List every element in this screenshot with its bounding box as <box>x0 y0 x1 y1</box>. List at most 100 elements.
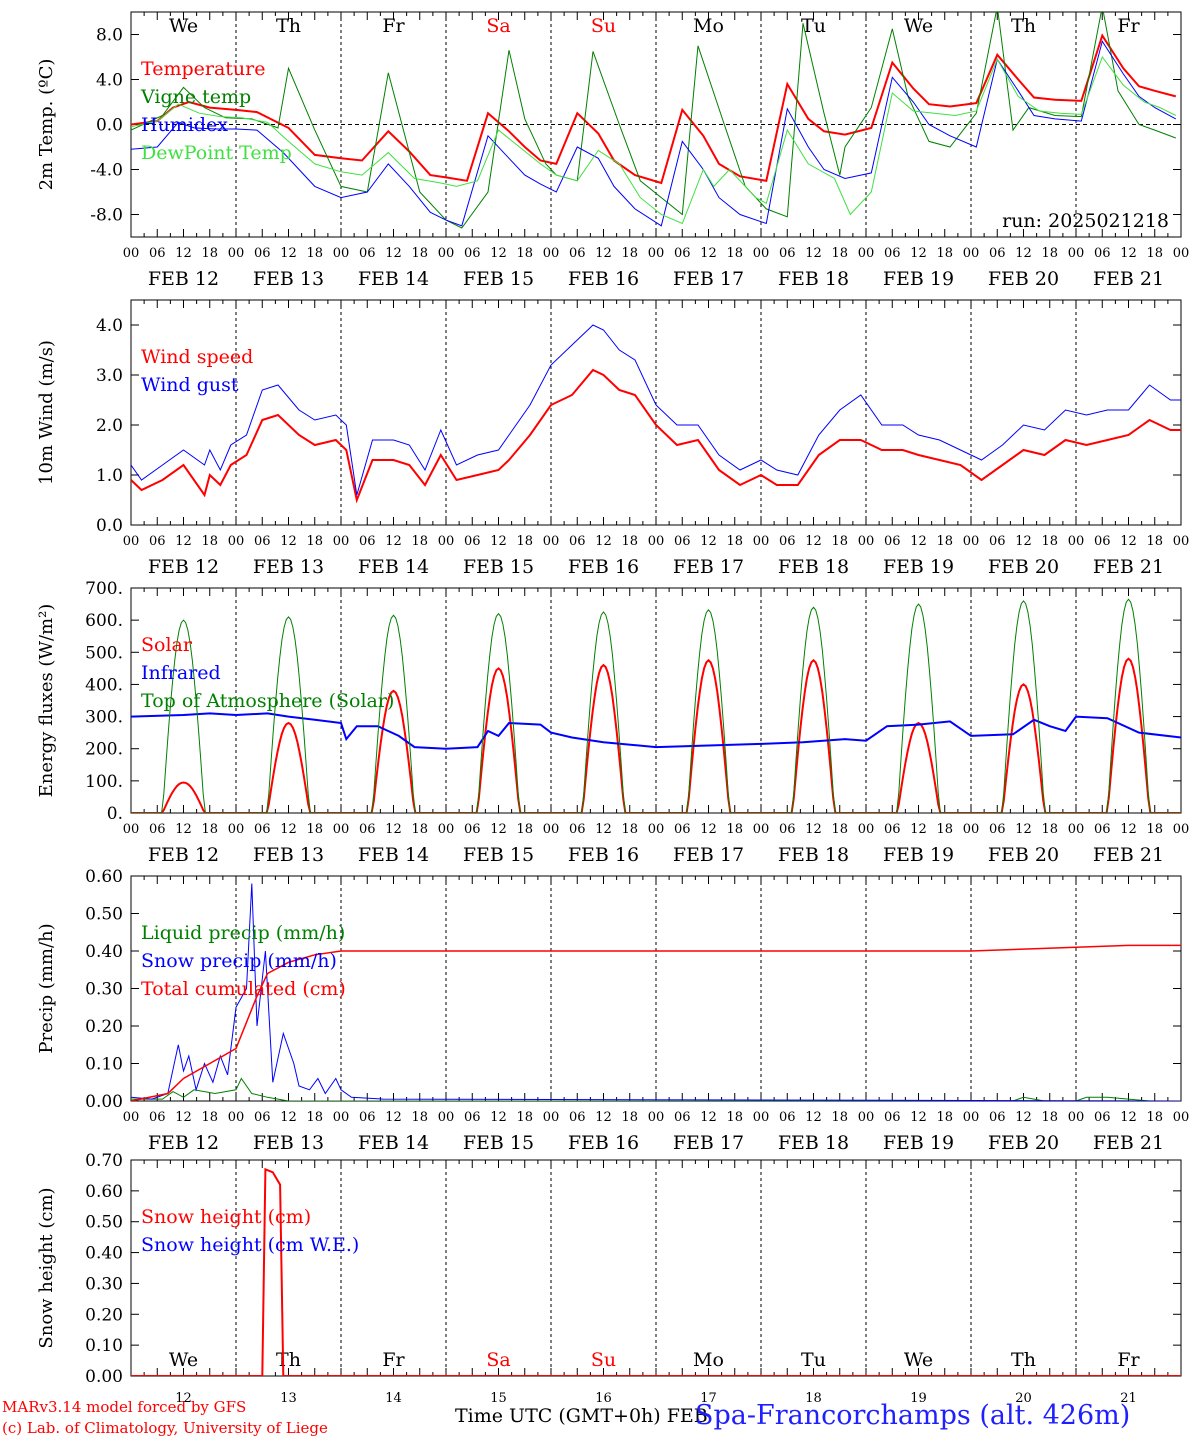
weekday-label: Mo <box>693 1349 724 1371</box>
hour-tick-label: 06 <box>149 246 166 261</box>
date-label: FEB 13 <box>253 844 324 866</box>
series-line <box>131 883 1181 1101</box>
hour-tick-label: 00 <box>333 534 350 549</box>
hour-tick-label: 00 <box>648 246 665 261</box>
date-label: FEB 16 <box>568 1132 639 1154</box>
date-label: FEB 14 <box>358 268 429 290</box>
hour-tick-label: 06 <box>779 822 796 837</box>
date-label: FEB 14 <box>358 844 429 866</box>
hour-tick-label: 06 <box>779 1110 796 1125</box>
hour-tick-label: 00 <box>1173 534 1190 549</box>
date-label: FEB 13 <box>253 556 324 578</box>
hour-tick-label: 12 <box>595 1110 612 1125</box>
weekday-label: Th <box>1011 1349 1036 1371</box>
date-label: FEB 19 <box>883 1132 954 1154</box>
hour-tick-label: 18 <box>1041 246 1058 261</box>
date-label: FEB 13 <box>253 1132 324 1154</box>
weekday-label: We <box>169 15 198 37</box>
date-label: FEB 19 <box>883 268 954 290</box>
hour-tick-label: 12 <box>1120 1110 1137 1125</box>
legend-entry: Snow height (cm W.E.) <box>141 1234 359 1256</box>
y-tick-label: 600. <box>85 611 123 631</box>
date-label: FEB 21 <box>1093 556 1164 578</box>
panel-5: 0.00 0.10 0.20 0.30 0.40 0.50 0.60 0.70 We Th Fr Sa… <box>36 1151 1182 1406</box>
date-label: FEB 12 <box>148 1132 219 1154</box>
date-label: FEB 15 <box>463 844 534 866</box>
hour-tick-label: 00 <box>333 822 350 837</box>
hour-tick-label: 06 <box>569 246 586 261</box>
y-tick-label: 0.0 <box>96 516 123 536</box>
model-credit-line: MARv3.14 model forced by GFS <box>2 1398 247 1416</box>
date-label: FEB 20 <box>988 844 1059 866</box>
hour-tick-label: 18 <box>516 1110 533 1125</box>
date-label: FEB 17 <box>673 268 744 290</box>
date-label: FEB 18 <box>778 268 849 290</box>
date-label: FEB 16 <box>568 556 639 578</box>
hour-tick-label: 00 <box>1173 246 1190 261</box>
series-line <box>131 55 1177 225</box>
hour-tick-label: 06 <box>884 822 901 837</box>
hour-tick-label: 12 <box>805 246 822 261</box>
day-number-label: 12 <box>175 1391 192 1406</box>
y-tick-label: 0.20 <box>85 1017 123 1037</box>
day-number-label: 20 <box>1015 1391 1032 1406</box>
date-label: FEB 17 <box>673 556 744 578</box>
y-tick-label: 4.0 <box>96 71 123 91</box>
series-line <box>131 598 1181 813</box>
series-group <box>131 324 1181 504</box>
day-number-label: 17 <box>700 1391 717 1406</box>
y-tick-label: -8.0 <box>90 206 123 226</box>
hour-tick-label: 00 <box>963 1110 980 1125</box>
series-line <box>131 712 1181 750</box>
hour-tick-label: 12 <box>805 1110 822 1125</box>
hour-tick-label: 18 <box>411 246 428 261</box>
hour-tick-label: 18 <box>411 822 428 837</box>
hour-tick-label: 06 <box>884 246 901 261</box>
hour-tick-label: 18 <box>201 1110 218 1125</box>
hour-tick-label: 18 <box>516 534 533 549</box>
weekday-label: Mo <box>693 15 724 37</box>
y-tick-label: 700. <box>85 579 123 599</box>
hour-tick-label: 12 <box>385 822 402 837</box>
hour-tick-label: 00 <box>438 1110 455 1125</box>
y-tick-label: 0.00 <box>85 1367 123 1387</box>
hour-tick-label: 12 <box>1015 534 1032 549</box>
hour-tick-label: 06 <box>989 246 1006 261</box>
hour-tick-label: 18 <box>936 534 953 549</box>
y-axis-label: 2m Temp. (ºC) <box>36 59 57 191</box>
y-axis-label: 10m Wind (m/s) <box>36 340 57 485</box>
hour-tick-label: 00 <box>1068 534 1085 549</box>
hour-tick-label: 06 <box>989 822 1006 837</box>
hour-tick-label: 18 <box>1146 534 1163 549</box>
weekday-label: Fr <box>1117 1349 1140 1371</box>
run-annotation: run: 2025021218 <box>1002 210 1169 232</box>
hour-tick-label: 12 <box>1015 246 1032 261</box>
hour-tick-label: 12 <box>175 246 192 261</box>
hour-tick-label: 18 <box>621 1110 638 1125</box>
legend-entry: Liquid precip (mm/h) <box>141 922 345 944</box>
hour-tick-label: 12 <box>595 246 612 261</box>
hour-tick-label: 06 <box>674 1110 691 1125</box>
hour-tick-label: 18 <box>1146 246 1163 261</box>
hour-tick-label: 06 <box>674 246 691 261</box>
hour-tick-label: 06 <box>1094 246 1111 261</box>
hour-tick-label: 06 <box>884 534 901 549</box>
hour-tick-label: 00 <box>123 1110 140 1125</box>
hour-tick-label: 18 <box>831 822 848 837</box>
hour-tick-label: 06 <box>569 822 586 837</box>
date-label: FEB 19 <box>883 556 954 578</box>
y-tick-label: 0.0 <box>96 116 123 136</box>
series-line <box>131 657 1181 813</box>
y-tick-label: 0.10 <box>85 1336 123 1356</box>
hour-tick-label: 12 <box>1015 822 1032 837</box>
weekday-label: Th <box>1011 15 1036 37</box>
legend-entry: Snow height (cm) <box>141 1206 311 1228</box>
series-line <box>131 324 1181 496</box>
y-tick-label: -4.0 <box>90 161 123 181</box>
hour-tick-label: 06 <box>464 822 481 837</box>
y-tick-label: 0. <box>107 804 123 824</box>
hour-tick-label: 12 <box>1015 1110 1032 1125</box>
weekday-label: We <box>169 1349 198 1371</box>
hour-tick-label: 18 <box>621 534 638 549</box>
